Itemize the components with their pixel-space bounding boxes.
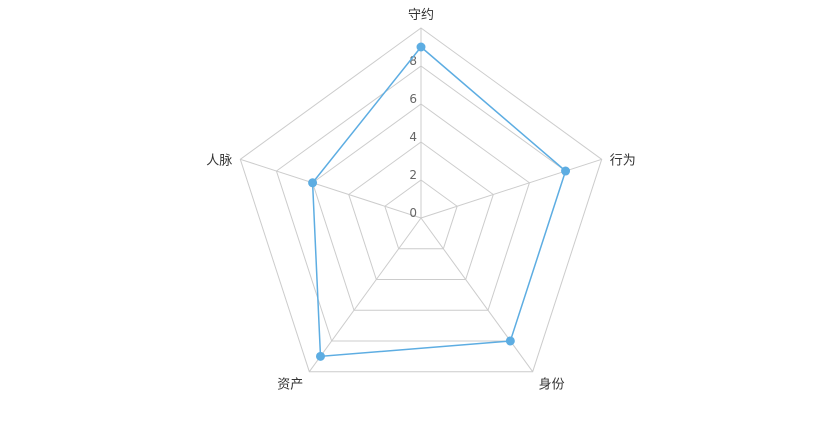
axis-label-1: 行为 <box>610 153 636 168</box>
axis-label-0: 守约 <box>408 8 434 23</box>
radar-series <box>308 42 571 361</box>
radar-grid <box>239 27 603 373</box>
spoke-4 <box>240 158 422 219</box>
tick-label: 4 <box>409 130 417 144</box>
tick-label: 0 <box>409 206 417 220</box>
data-point-1[interactable] <box>561 166 571 176</box>
data-point-0[interactable] <box>416 42 426 52</box>
grid-ring-2 <box>348 141 494 280</box>
radar-spokes <box>240 28 602 373</box>
spoke-2 <box>420 217 534 373</box>
grid-ring-3 <box>311 103 531 311</box>
data-point-4[interactable] <box>308 178 318 188</box>
grid-ring-4 <box>275 65 567 342</box>
data-point-2[interactable] <box>505 336 515 346</box>
tick-label: 8 <box>409 54 417 68</box>
axis-label-2: 身份 <box>539 377 565 393</box>
tick-label: 2 <box>409 168 417 182</box>
radar-tick-labels: 0 2 4 6 8 <box>409 54 417 220</box>
spoke-1 <box>420 158 602 219</box>
axis-label-3: 资产 <box>277 378 303 393</box>
grid-ring-5 <box>239 27 603 373</box>
tick-label: 6 <box>409 92 417 106</box>
spoke-3 <box>308 217 422 373</box>
series-line <box>311 45 567 358</box>
axis-label-4: 人脉 <box>206 153 232 168</box>
grid-ring-1 <box>384 179 458 250</box>
data-point-3[interactable] <box>315 351 325 361</box>
